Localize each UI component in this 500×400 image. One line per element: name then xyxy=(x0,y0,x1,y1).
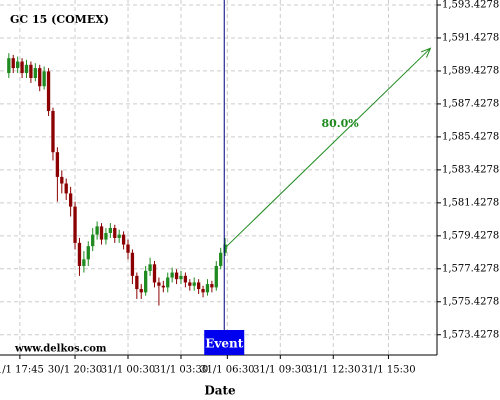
candle-body xyxy=(16,61,20,69)
candle-body xyxy=(166,277,170,288)
candle-body xyxy=(117,234,121,238)
candle-body xyxy=(113,228,117,238)
candle-body xyxy=(86,246,90,260)
candle-body xyxy=(139,289,143,293)
candle-body xyxy=(188,282,192,286)
candle-body xyxy=(196,282,201,290)
candle-body xyxy=(11,58,15,69)
candle-body xyxy=(161,285,165,288)
candle-body xyxy=(68,193,73,207)
event-box xyxy=(204,330,245,355)
candle-body xyxy=(223,244,227,253)
y-tick-label: 1,585.4278 xyxy=(442,131,499,142)
candle-body xyxy=(64,183,68,194)
y-tick-label: 1,591.4278 xyxy=(442,32,499,43)
candle-body xyxy=(73,206,77,243)
candle-body xyxy=(108,228,113,233)
chart-title: GC 15 (COMEX) xyxy=(10,13,109,26)
x-tick-label: 31/1 00:30 xyxy=(101,365,155,376)
candle-body xyxy=(7,58,11,74)
arrow-head xyxy=(420,47,432,58)
candle-body xyxy=(183,275,188,283)
x-tick-label: 31/1 03:30 xyxy=(154,365,208,376)
y-tick-label: 1,587.4278 xyxy=(442,98,499,109)
y-tick-label: 1,579.4278 xyxy=(442,230,499,241)
candle-body xyxy=(104,232,108,240)
y-tick-label: 1,581.4278 xyxy=(442,197,499,208)
candle-body xyxy=(46,71,51,111)
candle-body xyxy=(55,152,60,177)
y-tick-label: 1,589.4278 xyxy=(442,65,499,76)
candle-body xyxy=(201,289,205,293)
candle-body xyxy=(95,226,99,235)
candle-body xyxy=(152,264,157,283)
candle-body xyxy=(174,272,179,280)
candle-body xyxy=(99,226,104,240)
candle-body xyxy=(24,64,29,74)
candle-body xyxy=(38,68,42,87)
candle-body xyxy=(130,252,135,276)
x-tick-label: 1/1 17:45 xyxy=(0,365,44,376)
candle-body xyxy=(179,275,183,280)
candle-body xyxy=(77,242,82,266)
x-tick-label: 31/1 06:30 xyxy=(200,365,254,376)
candle-body xyxy=(214,265,218,288)
candle-body xyxy=(42,71,46,87)
candle-body xyxy=(219,252,223,266)
arrow-line xyxy=(224,47,431,249)
arrow-label: 80.0% xyxy=(321,117,359,130)
x-tick-label: 31/1 09:30 xyxy=(253,365,307,376)
candle-body xyxy=(121,234,126,245)
candle-body xyxy=(170,272,174,278)
y-tick-label: 1,575.4278 xyxy=(442,296,499,307)
x-tick-label: 30/1 20:30 xyxy=(48,365,102,376)
candle-body xyxy=(51,110,55,153)
candle-body xyxy=(157,282,161,286)
candle-body xyxy=(20,61,24,74)
candle-body xyxy=(135,275,139,290)
candle-body xyxy=(29,64,33,78)
candle-body xyxy=(144,270,148,293)
x-tick-label: 31/1 15:30 xyxy=(361,365,415,376)
candle-body xyxy=(210,284,214,288)
event-label: Event xyxy=(205,337,243,351)
y-tick-label: 1,593.4278 xyxy=(442,0,499,10)
x-axis-title: Date xyxy=(204,384,236,398)
y-tick-label: 1,577.4278 xyxy=(442,263,499,274)
y-tick-label: 1,583.4278 xyxy=(442,164,499,175)
candle-body xyxy=(82,259,86,266)
x-tick-label: 31/1 12:30 xyxy=(306,365,360,376)
y-tick-label: 1,573.4278 xyxy=(442,329,499,340)
watermark: www.delkos.com xyxy=(14,344,107,355)
candle-body xyxy=(126,244,130,253)
candle-body xyxy=(91,234,95,247)
candle-body xyxy=(60,176,64,184)
candle-body xyxy=(33,68,37,78)
candle-body xyxy=(148,264,152,271)
candle-body xyxy=(205,284,210,293)
candle-body xyxy=(192,282,196,286)
